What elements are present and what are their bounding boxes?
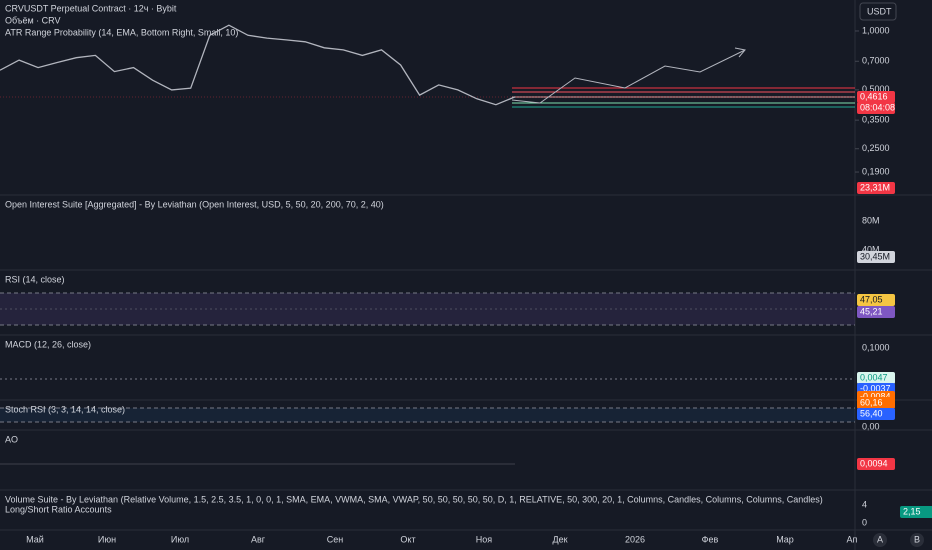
y-tick-label: 1,0000 (862, 25, 890, 35)
time-label: Май (26, 534, 44, 544)
value-badge-label: 08:04:08 (860, 102, 895, 112)
pane-axis-label: 0,1000 (862, 342, 890, 352)
corner-label[interactable]: A (877, 534, 883, 544)
symbol-title: CRVUSDT Perpetual Contract · 12ч · Bybit (5, 3, 177, 13)
currency-label[interactable]: USDT (867, 6, 892, 16)
rsi-band (0, 293, 855, 325)
value-badge-label: 0,0094 (860, 458, 888, 468)
value-badge-label: 30,45M (860, 251, 890, 261)
corner-button (873, 533, 887, 547)
projection (511, 49, 746, 104)
time-label: Мар (776, 534, 794, 544)
pane-title: Volume Suite - By Leviathan (Relative Vo… (5, 494, 823, 504)
value-badge-label: 45,21 (860, 306, 883, 316)
pane-axis-label: 4 (862, 499, 867, 509)
value-badge-label: 60,16 (860, 397, 883, 407)
value-badge (857, 397, 895, 409)
pane-axis-label: 0,00 (862, 421, 880, 431)
y-tick-label: 0,2500 (862, 143, 890, 153)
value-badge-label: 0,4616 (860, 91, 888, 101)
y-tick-label: 0,5000 (862, 84, 890, 94)
pane-axis-label: 40M (862, 244, 880, 254)
currency-button[interactable] (859, 2, 897, 21)
time-label: Окт (400, 534, 415, 544)
time-label: Дек (552, 534, 567, 544)
pane-title: RSI (14, close) (5, 274, 65, 284)
value-badge (857, 306, 895, 318)
y-tick-label: 0,1900 (862, 166, 890, 176)
y-tick-label: 0,7000 (862, 56, 890, 66)
time-label: Авг (251, 534, 266, 544)
time-label: Сен (327, 534, 344, 544)
value-badge-label: 2,15 (903, 506, 921, 516)
time-label: Ап (847, 534, 858, 544)
value-badge-label: -0,0084 (860, 391, 891, 401)
pane-subtitle: Long/Short Ratio Accounts (5, 504, 112, 514)
stoch-band (0, 408, 855, 422)
value-badge-label: 23,31M (860, 182, 890, 192)
pane-axis-label: 80M (862, 215, 880, 225)
price-line (0, 24, 516, 106)
value-badge (857, 372, 895, 384)
value-badge (857, 91, 895, 103)
value-badge-label: 47,05 (860, 294, 883, 304)
value-badge (900, 506, 932, 518)
pane-axis-label: 0 (862, 517, 867, 527)
time-label: Июн (98, 534, 116, 544)
pane-title: AO (5, 434, 18, 444)
value-badge (857, 294, 895, 306)
value-badge-label: 0,0047 (860, 372, 888, 382)
time-label: Ноя (476, 534, 493, 544)
y-tick-label: 0,3500 (862, 115, 890, 125)
value-badge (857, 251, 895, 263)
value-badge-label: -0,0037 (860, 383, 891, 393)
pane-title: MACD (12, 26, close) (5, 339, 91, 349)
corner-button (910, 533, 924, 547)
atr-title: ATR Range Probability (14, EMA, Bottom R… (5, 27, 238, 37)
time-label: Фев (702, 534, 719, 544)
projection-arrow (734, 47, 746, 58)
value-badge (857, 458, 895, 470)
value-badge (857, 182, 895, 194)
value-badge (857, 102, 895, 114)
value-badge (857, 408, 895, 420)
pane-title: Open Interest Suite [Aggregated] - By Le… (5, 199, 384, 209)
volume-title: Объём · CRV (5, 15, 61, 25)
time-label: 2026 (625, 534, 645, 544)
time-label: Июл (171, 534, 189, 544)
value-badge-label: 56,40 (860, 408, 883, 418)
range-levels (0, 47, 855, 108)
pane-title: Stoch RSI (3, 3, 14, 14, close) (5, 404, 125, 414)
corner-label[interactable]: B (914, 534, 920, 544)
